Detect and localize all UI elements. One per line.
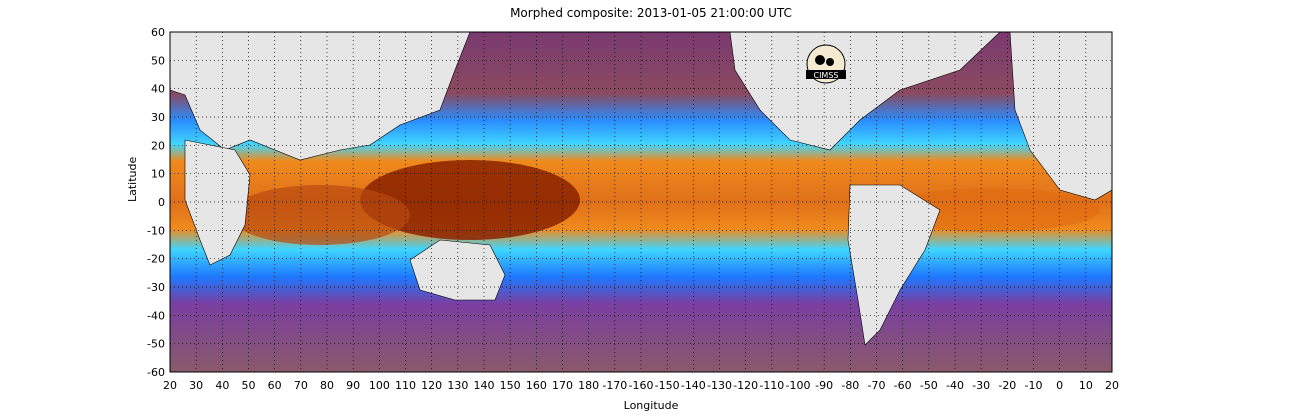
map-title: Morphed composite: 2013-01-05 21:00:00 U… xyxy=(510,6,792,20)
cimss-logo: CIMSS xyxy=(804,44,848,86)
x-tick-label: 110 xyxy=(395,379,416,392)
y-tick-label: 40 xyxy=(151,83,165,96)
y-tick-label: 10 xyxy=(151,168,165,181)
x-tick-label: 90 xyxy=(346,379,360,392)
plot-frame xyxy=(169,31,1113,373)
gridlines xyxy=(170,32,1112,372)
y-tick-label: -10 xyxy=(147,224,165,237)
x-tick-label: 0 xyxy=(1056,379,1063,392)
australia-land xyxy=(409,239,506,301)
y-tick-label: -50 xyxy=(147,338,165,351)
south-america-land xyxy=(847,184,941,346)
logo-text: CIMSS xyxy=(813,71,838,80)
x-tick-label: 160 xyxy=(526,379,547,392)
x-tick-label: 180 xyxy=(578,379,599,392)
x-tick-label: -50 xyxy=(920,379,938,392)
moisture-band xyxy=(230,185,410,245)
x-tick-label: -60 xyxy=(894,379,912,392)
x-tick-label: -20 xyxy=(998,379,1016,392)
x-tick-labels: 20 30 40 50 60 70 80 90 100 110 120 130 140 150 160 170… xyxy=(163,379,1119,392)
x-tick-label: 30 xyxy=(189,379,203,392)
x-tick-label: 10 xyxy=(1079,379,1093,392)
x-tick-label: -170 xyxy=(602,379,627,392)
x-tick-label: 60 xyxy=(268,379,282,392)
x-tick-label: -90 xyxy=(815,379,833,392)
north-america-land xyxy=(729,32,1001,151)
y-tick-labels: 60 50 40 30 20 10 0 -10 -20 -30 -40 -50 -60 xyxy=(147,26,165,379)
y-tick-label: 50 xyxy=(151,54,165,67)
x-tick-label: 120 xyxy=(421,379,442,392)
x-tick-label: -140 xyxy=(681,379,706,392)
x-tick-label: -30 xyxy=(972,379,990,392)
x-tick-label: -160 xyxy=(629,379,654,392)
y-tick-label: 30 xyxy=(151,111,165,124)
y-tick-label: -30 xyxy=(147,281,165,294)
x-tick-label: -80 xyxy=(841,379,859,392)
moisture-core xyxy=(360,160,580,240)
x-tick-label: -70 xyxy=(868,379,886,392)
x-tick-label: -10 xyxy=(1025,379,1043,392)
x-tick-label: 20 xyxy=(1105,379,1119,392)
x-tick-label: -130 xyxy=(707,379,732,392)
africa-land xyxy=(184,139,251,266)
eurasia-land xyxy=(170,32,471,161)
x-tick-label: -150 xyxy=(655,379,680,392)
x-tick-label: 50 xyxy=(242,379,256,392)
x-tick-label: 150 xyxy=(500,379,521,392)
x-tick-label: 80 xyxy=(320,379,334,392)
y-tick-label: -60 xyxy=(147,366,165,379)
x-tick-label: -110 xyxy=(759,379,784,392)
europe-africa-land xyxy=(1009,32,1112,201)
x-tick-label: 130 xyxy=(447,379,468,392)
x-tick-label: -100 xyxy=(786,379,811,392)
y-tick-label: -20 xyxy=(147,253,165,266)
x-tick-label: 40 xyxy=(215,379,229,392)
y-tick-label: -40 xyxy=(147,309,165,322)
y-tick-label: 60 xyxy=(151,26,165,39)
x-tick-label: -40 xyxy=(946,379,964,392)
y-tick-label: 0 xyxy=(158,196,165,209)
x-tick-label: 140 xyxy=(474,379,495,392)
x-tick-label: 100 xyxy=(369,379,390,392)
x-tick-label: 170 xyxy=(552,379,573,392)
x-axis-label: Longitude xyxy=(623,399,679,412)
x-tick-label: 20 xyxy=(163,379,177,392)
x-tick-label: -120 xyxy=(733,379,758,392)
y-tick-label: 20 xyxy=(151,139,165,152)
x-tick-label: 70 xyxy=(294,379,308,392)
